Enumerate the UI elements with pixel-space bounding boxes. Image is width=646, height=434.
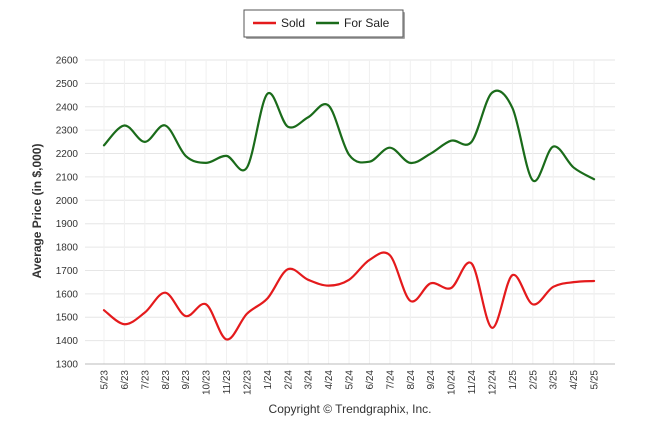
y-tick-label: 2000 <box>56 196 79 207</box>
x-tick-label: 12/24 <box>487 370 498 395</box>
y-tick-label: 2200 <box>56 149 79 160</box>
x-tick-label: 2/25 <box>528 370 539 390</box>
y-tick-label: 1800 <box>56 243 79 254</box>
x-tick-label: 11/23 <box>222 370 233 395</box>
x-tick-label: 7/24 <box>385 370 396 390</box>
y-tick-label: 1900 <box>56 219 79 230</box>
copyright-text: Copyright © Trendgraphix, Inc. <box>269 402 432 416</box>
y-axis-ticks: 1300 1400 1500 1600 1700 1800 1900 2000 2100 2200… <box>56 56 79 371</box>
x-tick-label: 10/24 <box>447 370 458 395</box>
x-tick-label: 12/23 <box>242 370 253 395</box>
x-tick-label: 5/25 <box>590 370 601 390</box>
x-tick-label: 5/24 <box>345 370 356 390</box>
series-line-for-sale <box>102 89 596 183</box>
grid <box>85 59 615 365</box>
x-tick-label: 10/23 <box>202 370 213 395</box>
x-tick-label: 11/24 <box>467 370 478 395</box>
x-tick-label: 4/25 <box>569 370 580 390</box>
legend-label-sold: Sold <box>281 16 305 30</box>
y-tick-label: 1600 <box>56 289 79 300</box>
x-tick-label: 3/24 <box>304 370 315 390</box>
x-axis-ticks: 5/23 6/23 7/23 8/23 9/23 10/23 11/23 12/23 1/24 2… <box>100 370 601 395</box>
y-tick-label: 2500 <box>56 79 79 90</box>
series-lines <box>102 89 596 341</box>
x-tick-label: 9/23 <box>181 370 192 390</box>
y-tick-label: 1500 <box>56 313 79 324</box>
legend-label-for-sale: For Sale <box>344 16 390 30</box>
y-tick-label: 1300 <box>56 360 79 371</box>
x-tick-label: 8/24 <box>406 370 417 390</box>
series-line-sold <box>102 251 596 341</box>
y-tick-label: 2400 <box>56 102 79 113</box>
x-tick-label: 6/23 <box>120 370 131 390</box>
x-tick-label: 1/25 <box>508 370 519 390</box>
y-tick-label: 2300 <box>56 126 79 137</box>
y-tick-label: 2600 <box>56 56 79 67</box>
x-tick-label: 5/23 <box>100 370 111 390</box>
x-tick-label: 1/24 <box>263 370 274 390</box>
x-tick-label: 2/24 <box>283 370 294 390</box>
y-axis-title: Average Price (in $,000) <box>30 144 44 279</box>
x-tick-label: 9/24 <box>426 370 437 390</box>
x-tick-label: 3/25 <box>549 370 560 390</box>
y-tick-label: 1700 <box>56 266 79 277</box>
x-tick-label: 7/23 <box>140 370 151 390</box>
x-tick-label: 6/24 <box>365 370 376 390</box>
x-tick-label: 4/24 <box>324 370 335 390</box>
legend: Sold For Sale <box>243 9 405 39</box>
y-tick-label: 1400 <box>56 336 79 347</box>
x-tick-label: 8/23 <box>161 370 172 390</box>
y-tick-label: 2100 <box>56 172 79 183</box>
